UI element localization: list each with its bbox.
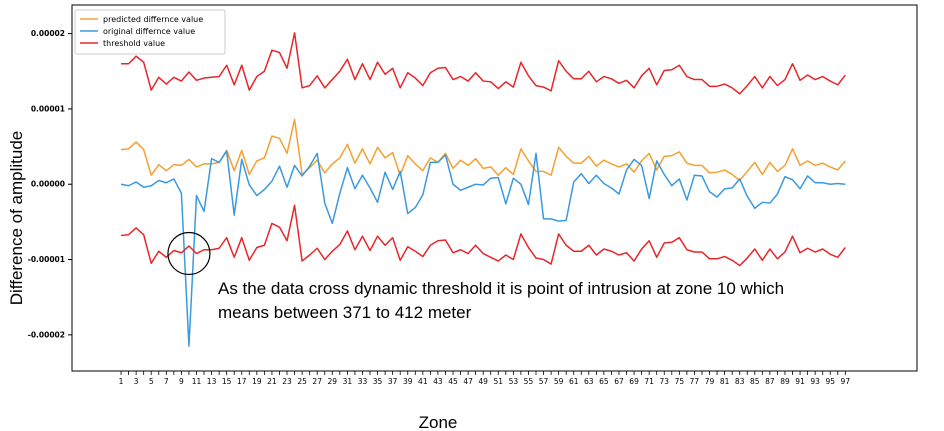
- x-tick-label: 35: [373, 377, 383, 386]
- x-tick-label: 17: [237, 377, 247, 386]
- series-line-2: [120, 150, 846, 347]
- x-tick-label: 43: [433, 377, 443, 386]
- x-tick-label: 83: [735, 377, 745, 386]
- x-tick-label: 33: [358, 377, 368, 386]
- series-line-4: [120, 204, 846, 267]
- y-tick-label: 0.00000: [31, 180, 65, 189]
- x-tick-label: 87: [765, 377, 775, 386]
- x-tick-label: 13: [207, 377, 217, 386]
- x-tick-label: 1: [119, 377, 124, 386]
- x-tick-label: 29: [328, 377, 338, 386]
- x-tick-label: 39: [403, 377, 413, 386]
- x-tick-label: 53: [509, 377, 519, 386]
- x-tick-label: 27: [312, 377, 322, 386]
- legend: predicted differnce value original differ…: [74, 9, 226, 55]
- series-layer: [120, 32, 846, 347]
- x-tick-label: 57: [539, 377, 549, 386]
- x-tick-label: 91: [795, 377, 805, 386]
- legend-label: original differnce value: [103, 27, 195, 36]
- x-tick-label: 5: [149, 377, 154, 386]
- x-tick-label: 45: [448, 377, 458, 386]
- x-tick-label: 41: [418, 377, 428, 386]
- x-tick-label: 11: [192, 377, 202, 386]
- x-tick-label: 77: [690, 377, 700, 386]
- legend-label: predicted differnce value: [103, 15, 203, 24]
- x-tick-label: 89: [780, 377, 790, 386]
- x-tick-label: 19: [252, 377, 262, 386]
- plot-frame: [71, 4, 918, 372]
- annotation-line-1: As the data cross dynamic threshold it i…: [218, 279, 784, 298]
- x-axis-title: Zone: [419, 413, 458, 431]
- x-tick-label: 85: [750, 377, 760, 386]
- x-tick-label: 21: [267, 377, 277, 386]
- x-tick-label: 69: [629, 377, 639, 386]
- y-tick-label: 0.00001: [31, 104, 65, 113]
- x-tick-label: 51: [493, 377, 503, 386]
- series-line-1: [120, 118, 846, 182]
- x-tick-label: 37: [388, 377, 398, 386]
- legend-box: [74, 9, 226, 55]
- x-tick-label: 71: [644, 377, 654, 386]
- x-tick-label: 73: [659, 377, 669, 386]
- x-tick-label: 67: [614, 377, 624, 386]
- x-tick-label: 59: [554, 377, 564, 386]
- x-tick-label: 15: [222, 377, 232, 386]
- y-axis-title: Difference of amplitude: [7, 131, 26, 306]
- legend-label: threshold value: [103, 39, 165, 48]
- x-tick-label: 31: [343, 377, 353, 386]
- x-tick-label: 3: [134, 377, 139, 386]
- x-tick-label: 25: [297, 377, 307, 386]
- x-tick-label: 63: [584, 377, 594, 386]
- x-tick-label: 95: [825, 377, 835, 386]
- intrusion-circle: [167, 231, 211, 276]
- x-tick-label: 79: [705, 377, 715, 386]
- x-tick-label: 93: [810, 377, 820, 386]
- x-tick-label: 23: [282, 377, 292, 386]
- x-tick-label: 49: [478, 377, 488, 386]
- x-tick-label: 9: [179, 377, 184, 386]
- x-tick-label: 75: [675, 377, 685, 386]
- x-tick-label: 47: [463, 377, 473, 386]
- x-tick-label: 61: [569, 377, 579, 386]
- x-axis: 1 3 5 7 9 11 13 15 17 19 21 23 25 27 29 31 33 35 37 39 41 43 4…: [119, 371, 851, 386]
- x-tick-label: 65: [599, 377, 609, 386]
- x-tick-label: 97: [841, 377, 851, 386]
- y-axis: 0.00002 0.00001 0.00000 -0.00001 -0.00002: [28, 29, 72, 339]
- series-line-3: [121, 32, 846, 95]
- annotation-line-2: means between 371 to 412 meter: [218, 303, 472, 322]
- x-tick-label: 55: [524, 377, 534, 386]
- y-tick-label: -0.00002: [28, 330, 65, 339]
- x-tick-label: 81: [720, 377, 730, 386]
- y-tick-label: -0.00001: [28, 255, 65, 264]
- x-tick-label: 7: [164, 377, 169, 386]
- y-tick-label: 0.00002: [31, 29, 65, 38]
